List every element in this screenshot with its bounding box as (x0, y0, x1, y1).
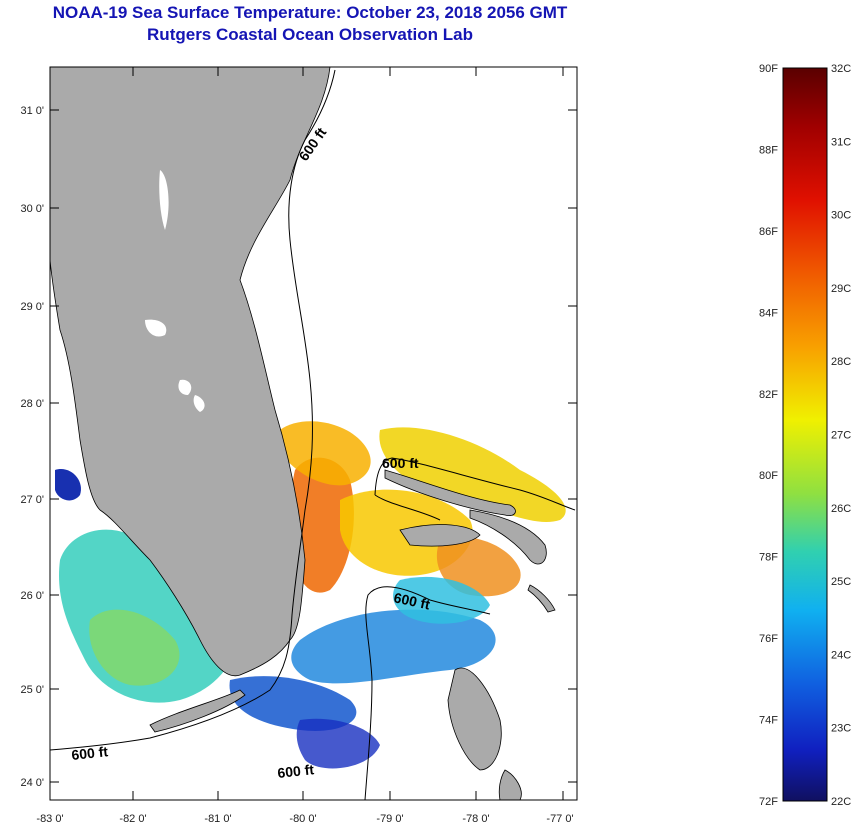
celsius-label: 32C (831, 63, 851, 75)
lat-label: 31 0' (20, 105, 44, 117)
sst-patch-bahamas (379, 427, 566, 523)
contour-bahamas-north (374, 457, 576, 511)
celsius-label: 24C (831, 649, 851, 661)
lat-label: 29 0' (20, 301, 44, 313)
sst-patch-south-blue (291, 609, 496, 684)
contour-east-florida (50, 69, 336, 751)
contour-label-2: 600 ft (382, 455, 419, 471)
contour-label-4: 600 ft (71, 743, 109, 763)
map-title: NOAA-19 Sea Surface Temperature: October… (0, 2, 620, 46)
lon-label: -79 0' (376, 813, 403, 825)
andros-island (447, 667, 502, 771)
south-island (498, 769, 522, 800)
lon-label: -78 0' (462, 813, 489, 825)
lat-label: 27 0' (20, 494, 44, 506)
lat-label: 24 0' (20, 777, 44, 789)
title-line-1: NOAA-19 Sea Surface Temperature: October… (52, 3, 568, 22)
color-scale-legend: 90F 88F 86F 84F 82F 80F 78F 76F 74F 72F 32C 31C 30C… (759, 63, 851, 808)
map-ticks (49, 67, 577, 800)
sst-patch-southwest-green (89, 609, 180, 686)
lat-label: 26 0' (20, 590, 44, 602)
sst-patch-gulfstream (291, 457, 354, 593)
contour-label-3: 600 ft (392, 589, 431, 612)
celsius-label: 30C (831, 210, 851, 222)
celsius-label: 31C (831, 136, 851, 148)
fahrenheit-label: 90F (759, 63, 778, 75)
lon-label: -83 0' (36, 813, 63, 825)
celsius-label: 22C (831, 796, 851, 808)
fahrenheit-label: 88F (759, 144, 778, 156)
grand-bahama (384, 469, 516, 517)
title-line-2: Rutgers Coastal Ocean Observation Lab (147, 25, 473, 44)
big-pine-keys (149, 689, 246, 733)
celsius-label: 25C (831, 576, 851, 588)
lat-label: 30 0' (20, 203, 44, 215)
map-frame (49, 66, 578, 801)
fahrenheit-scale: 90F 88F 86F 84F 82F 80F 78F 76F 74F 72F (759, 63, 778, 808)
fahrenheit-label: 72F (759, 796, 778, 808)
fahrenheit-label: 86F (759, 226, 778, 238)
color-scale-bar (782, 67, 828, 802)
fahrenheit-label: 84F (759, 307, 778, 319)
lat-label: 25 0' (20, 684, 44, 696)
celsius-scale: 32C 31C 30C 29C 28C 27C 26C 25C 24C 23C 22C (831, 63, 851, 808)
lat-label: 28 0' (20, 398, 44, 410)
celsius-label: 29C (831, 283, 851, 295)
lon-label: -82 0' (119, 813, 146, 825)
longitude-labels: -83 0' -82 0' -81 0' -80 0' -79 0' -78 0… (36, 813, 573, 825)
fahrenheit-label: 78F (759, 552, 778, 564)
abaco-island (469, 509, 547, 565)
depth-contours (50, 69, 576, 800)
latitude-labels: 31 0' 30 0' 29 0' 28 0' 27 0' 26 0' 25 0… (20, 105, 44, 789)
celsius-label: 28C (831, 356, 851, 368)
sst-patch-gulfstream-north (280, 421, 371, 486)
celsius-label: 26C (831, 503, 851, 515)
lon-label: -80 0' (289, 813, 316, 825)
fahrenheit-label: 74F (759, 715, 778, 727)
contour-bahamas-south (364, 586, 491, 800)
lon-label: -77 0' (546, 813, 573, 825)
celsius-label: 23C (831, 723, 851, 735)
fahrenheit-label: 80F (759, 470, 778, 482)
lon-label: -81 0' (204, 813, 231, 825)
eleuthera-island (527, 584, 556, 613)
fahrenheit-label: 76F (759, 633, 778, 645)
sst-patch-deep-blue (296, 718, 380, 769)
contour-bahamas-inner (374, 494, 441, 521)
sst-patch-west-dark (55, 469, 81, 501)
celsius-label: 27C (831, 430, 851, 442)
sst-patch-east-orange (436, 536, 521, 597)
bahamas-bank (399, 524, 481, 547)
sst-patch-keys-blue (229, 676, 357, 731)
sst-patch-cyan (393, 576, 490, 624)
land-layer (50, 67, 556, 800)
florida-peninsula (50, 67, 331, 677)
fahrenheit-label: 82F (759, 389, 778, 401)
contour-label-5: 600 ft (277, 761, 315, 781)
